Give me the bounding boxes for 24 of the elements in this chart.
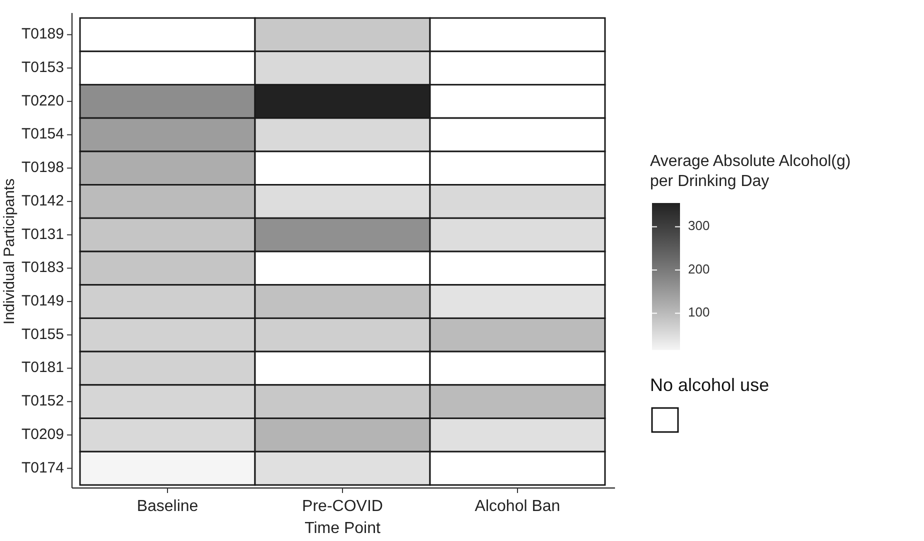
y-tick-label: T0220 [21, 92, 64, 110]
y-tick-label: T0153 [21, 59, 64, 76]
x-tick-label: Baseline [136, 498, 198, 515]
x-axis-title: Time Point [304, 520, 381, 537]
y-tick-label: T0142 [21, 192, 64, 210]
y-tick-label: T0183 [21, 259, 64, 276]
y-tick-label: T0152 [21, 392, 64, 410]
color-bar-title: Average Absolute Alcohol(g) per Drinking Day [650, 153, 851, 190]
x-tick-label: Alcohol Ban [474, 498, 560, 515]
y-tick-label: T0149 [21, 292, 64, 310]
y-tick-label: T0154 [21, 126, 64, 143]
y-tick-label: T0174 [21, 459, 64, 476]
legend-title: No alcohol use [650, 375, 770, 395]
color-bar-label: 300 [688, 218, 710, 234]
y-tick-label: T0131 [21, 226, 64, 243]
y-tick-label: T0155 [21, 326, 64, 343]
y-tick-label: T0198 [21, 159, 64, 176]
y-tick-label: T0209 [21, 426, 64, 443]
color-bar-label: 100 [688, 304, 710, 320]
color-bar-label: 200 [688, 261, 710, 276]
y-tick-label: T0189 [21, 26, 64, 43]
y-axis-title: Individual Participants [1, 178, 18, 324]
y-tick-label: T0181 [21, 359, 64, 376]
x-tick-label: Pre-COVID [302, 498, 383, 515]
